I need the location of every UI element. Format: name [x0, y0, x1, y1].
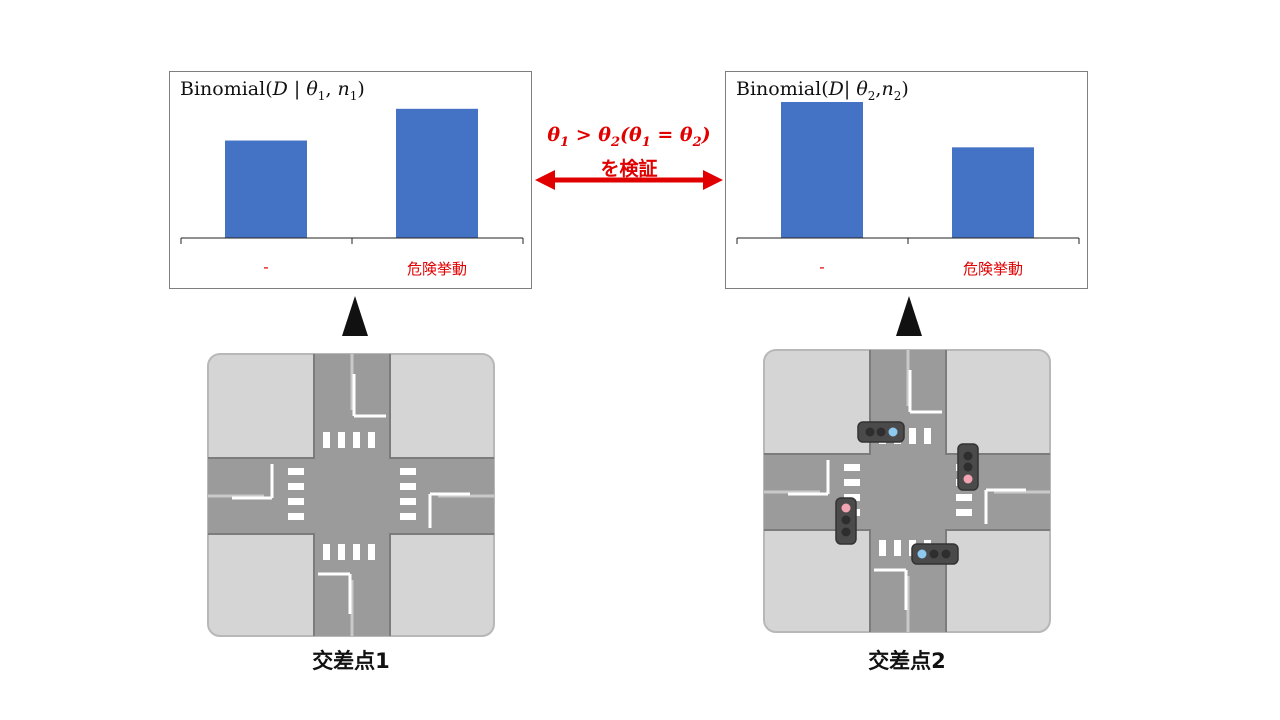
left-chart-panel: Binomial(D | θ1, n1) - 危険挙動: [169, 71, 532, 289]
category-label-danger: 危険挙動: [962, 260, 1023, 278]
traffic-signal-bottom: [911, 543, 959, 565]
category-label-danger: 危険挙動: [406, 260, 467, 278]
intersection-2-illustration: [763, 349, 1051, 633]
category-label-dash: -: [819, 258, 825, 276]
verify-label: を検証: [600, 157, 658, 180]
right-chart-svg: [736, 102, 1080, 244]
pointer-triangle-left: [342, 296, 368, 336]
category-label-dash: -: [263, 258, 269, 276]
bar-left-danger: [396, 108, 478, 238]
bar-right-danger: [952, 147, 1034, 238]
bar-left-dash: [225, 140, 307, 238]
traffic-signal-left: [835, 497, 857, 545]
right-chart-panel: Binomial(D| θ2,n2) - 危険挙動: [725, 71, 1088, 289]
intersection-1-illustration: [207, 353, 495, 637]
comparison-annotation: θ1 > θ2(θ1 = θ2) を検証: [533, 122, 725, 182]
intersection-1-label: 交差点1: [312, 649, 390, 673]
bar-right-dash: [781, 102, 863, 238]
right-chart-title: Binomial(D| θ2,n2): [736, 78, 909, 103]
pointer-triangle-right: [896, 296, 922, 336]
traffic-signal-top: [857, 421, 905, 443]
hypothesis-formula: θ1 > θ2(θ1 = θ2): [547, 124, 711, 150]
left-chart-title: Binomial(D | θ1, n1): [180, 78, 365, 103]
left-chart-svg: [180, 108, 524, 244]
double-headed-arrow: [535, 170, 723, 190]
traffic-signal-right: [957, 443, 979, 491]
intersection-2-label: 交差点2: [868, 649, 946, 673]
